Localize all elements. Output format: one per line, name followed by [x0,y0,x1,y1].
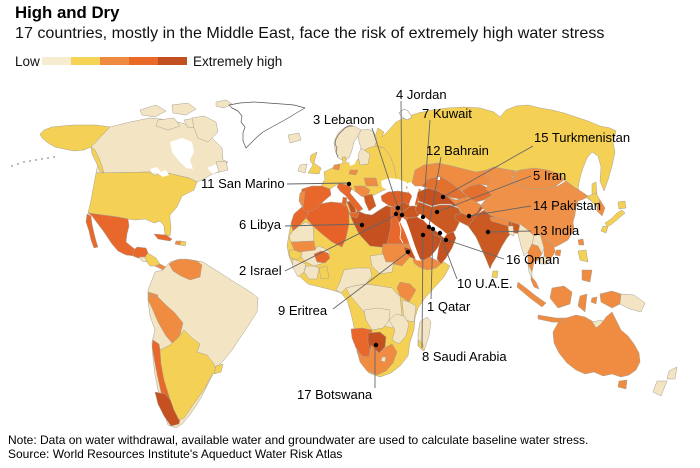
svg-text:3 Lebanon: 3 Lebanon [313,112,374,127]
svg-text:4 Jordan: 4 Jordan [396,87,447,102]
svg-text:16 Oman: 16 Oman [506,252,559,267]
svg-text:12 Bahrain: 12 Bahrain [426,143,489,158]
svg-text:2 Israel: 2 Israel [239,263,282,278]
svg-text:7 Kuwait: 7 Kuwait [422,106,472,121]
svg-text:14 Pakistan: 14 Pakistan [533,198,601,213]
svg-text:1 Qatar: 1 Qatar [427,299,471,314]
svg-text:5 Iran: 5 Iran [533,168,566,183]
svg-text:6 Libya: 6 Libya [239,217,282,232]
svg-text:8 Saudi Arabia: 8 Saudi Arabia [422,349,507,364]
svg-text:15 Turkmenistan: 15 Turkmenistan [534,130,630,145]
svg-text:13 India: 13 India [533,223,580,238]
svg-text:10 U.A.E.: 10 U.A.E. [457,276,513,291]
svg-text:17 Botswana: 17 Botswana [297,387,373,402]
svg-text:11 San Marino: 11 San Marino [201,176,285,191]
svg-text:9 Eritrea: 9 Eritrea [278,303,328,318]
